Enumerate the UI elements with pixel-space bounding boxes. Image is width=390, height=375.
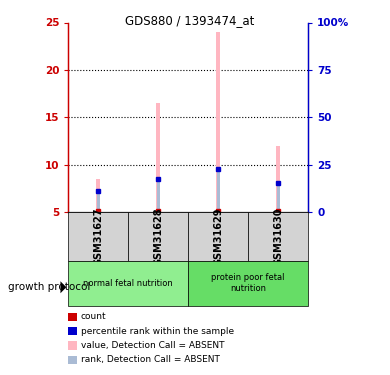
Text: normal fetal nutrition: normal fetal nutrition xyxy=(83,279,173,288)
Text: GSM31627: GSM31627 xyxy=(93,207,103,266)
Text: protein poor fetal
nutrition: protein poor fetal nutrition xyxy=(211,273,285,293)
Bar xyxy=(216,32,220,212)
Text: value, Detection Call = ABSENT: value, Detection Call = ABSENT xyxy=(81,341,224,350)
Text: GDS880 / 1393474_at: GDS880 / 1393474_at xyxy=(125,14,255,27)
Text: GSM31629: GSM31629 xyxy=(213,207,223,266)
Bar xyxy=(68,261,188,306)
Bar xyxy=(128,212,188,261)
Bar xyxy=(276,146,280,212)
Text: growth protocol: growth protocol xyxy=(8,282,90,292)
Bar xyxy=(97,191,100,212)
Bar xyxy=(157,179,160,212)
Bar xyxy=(96,179,100,212)
Text: GSM31630: GSM31630 xyxy=(273,207,283,266)
Bar xyxy=(248,212,308,261)
Bar xyxy=(277,183,280,212)
Bar xyxy=(217,169,220,212)
Bar xyxy=(156,103,160,212)
Bar xyxy=(188,261,308,306)
Text: count: count xyxy=(81,312,106,321)
Text: GSM31628: GSM31628 xyxy=(153,207,163,266)
Text: rank, Detection Call = ABSENT: rank, Detection Call = ABSENT xyxy=(81,355,220,364)
Bar xyxy=(68,212,128,261)
Text: percentile rank within the sample: percentile rank within the sample xyxy=(81,327,234,336)
Bar xyxy=(188,212,248,261)
Polygon shape xyxy=(60,281,66,293)
